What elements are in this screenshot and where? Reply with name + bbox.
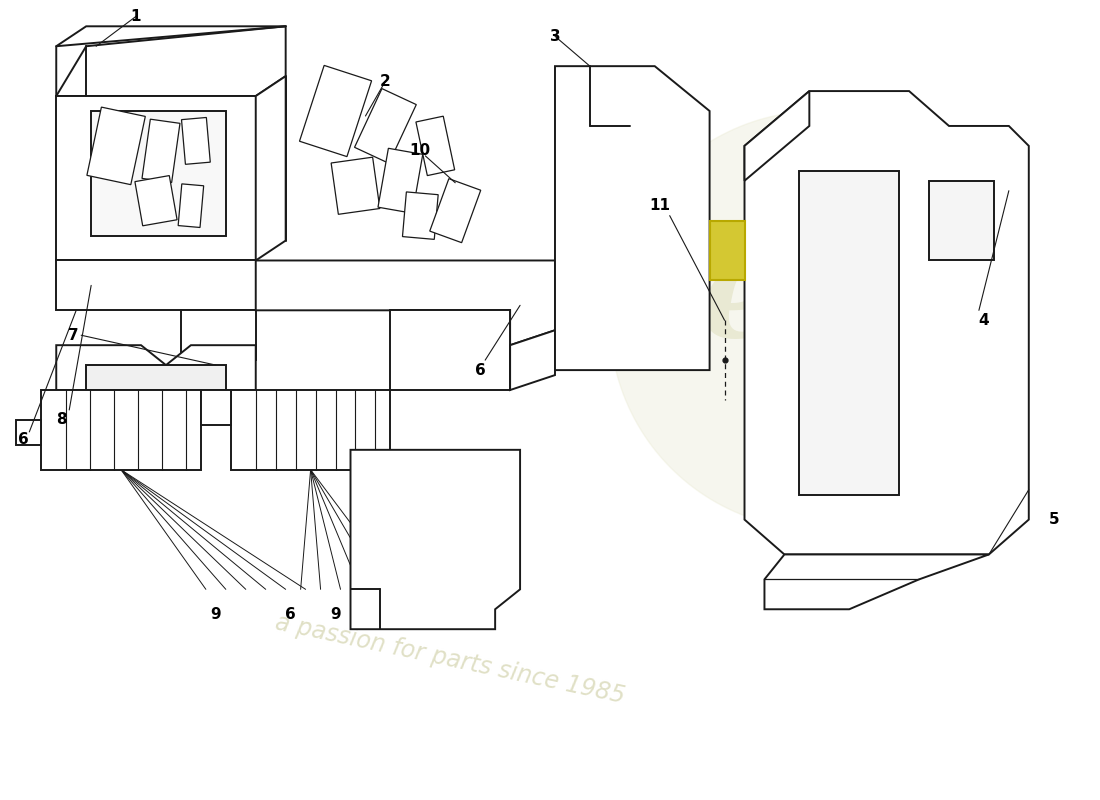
Polygon shape [91, 111, 226, 235]
Text: 5: 5 [1048, 512, 1059, 527]
Polygon shape [299, 66, 372, 157]
Polygon shape [255, 261, 556, 345]
Polygon shape [556, 66, 710, 370]
Polygon shape [56, 26, 286, 96]
Polygon shape [354, 89, 416, 163]
Polygon shape [201, 390, 231, 425]
Polygon shape [609, 111, 1028, 530]
Text: a passion for parts since 1985: a passion for parts since 1985 [273, 610, 627, 708]
Text: eu: eu [700, 236, 879, 365]
Polygon shape [87, 107, 145, 185]
Polygon shape [764, 554, 989, 610]
Text: 2: 2 [379, 74, 390, 89]
Polygon shape [182, 118, 210, 164]
Polygon shape [331, 157, 379, 214]
Polygon shape [255, 76, 286, 261]
Text: 9: 9 [210, 606, 221, 622]
Polygon shape [378, 148, 422, 214]
Polygon shape [745, 91, 1028, 554]
Polygon shape [390, 310, 510, 390]
Polygon shape [930, 181, 994, 261]
Text: 6: 6 [18, 432, 29, 447]
Polygon shape [351, 450, 520, 630]
Polygon shape [42, 390, 201, 470]
Text: 3: 3 [550, 29, 560, 44]
Text: 7: 7 [68, 328, 78, 342]
Polygon shape [510, 330, 556, 390]
Polygon shape [231, 390, 390, 470]
Polygon shape [416, 116, 454, 175]
Text: 6: 6 [285, 606, 296, 622]
Polygon shape [86, 365, 226, 390]
Polygon shape [430, 178, 481, 242]
Polygon shape [56, 345, 255, 390]
Circle shape [407, 557, 433, 582]
Polygon shape [142, 119, 180, 182]
Polygon shape [180, 310, 255, 360]
Polygon shape [710, 221, 745, 281]
Circle shape [843, 478, 866, 502]
Text: 10: 10 [410, 143, 431, 158]
Polygon shape [745, 91, 810, 181]
Text: 4: 4 [979, 313, 989, 328]
Polygon shape [135, 175, 177, 226]
Text: 9: 9 [330, 606, 341, 622]
Text: 6: 6 [475, 362, 485, 378]
Text: 11: 11 [649, 198, 670, 213]
Polygon shape [403, 192, 438, 239]
Polygon shape [56, 96, 255, 261]
Polygon shape [56, 261, 255, 310]
Text: 1: 1 [131, 9, 141, 24]
Text: 8: 8 [56, 413, 66, 427]
Polygon shape [800, 170, 899, 494]
Polygon shape [178, 184, 204, 227]
Polygon shape [16, 420, 42, 445]
FancyBboxPatch shape [415, 484, 444, 541]
